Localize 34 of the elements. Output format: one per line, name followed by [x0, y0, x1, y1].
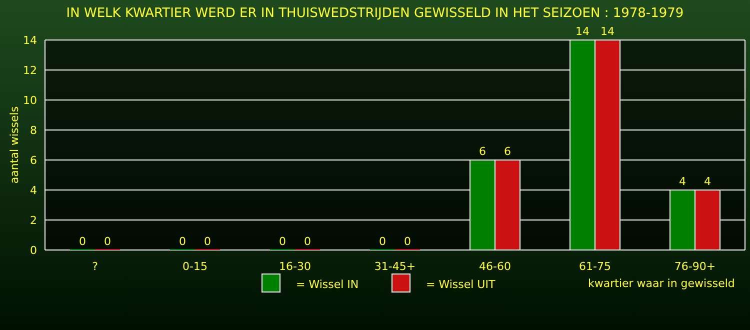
y-tick-label: 14: [23, 34, 37, 47]
data-label: 0: [279, 235, 286, 248]
data-label: 0: [204, 235, 211, 248]
legend-label: = Wissel IN: [296, 278, 359, 291]
data-label: 6: [504, 145, 511, 158]
x-tick-label: 61-75: [579, 260, 611, 273]
data-label: 0: [79, 235, 86, 248]
x-tick-label: ?: [92, 260, 98, 273]
y-tick-label: 6: [30, 154, 37, 167]
x-tick-label: 0-15: [182, 260, 208, 273]
y-axis-title: aantal wissels: [8, 106, 21, 184]
data-label: 0: [104, 235, 111, 248]
x-axis-title: kwartier waar in gewisseld: [588, 277, 735, 290]
y-tick-label: 8: [30, 124, 37, 137]
x-tick-label: 76-90+: [674, 260, 716, 273]
data-label: 4: [704, 175, 711, 188]
data-label: 14: [600, 25, 614, 38]
data-label: 4: [679, 175, 686, 188]
x-tick-label: 16-30: [279, 260, 311, 273]
data-label: 0: [304, 235, 311, 248]
data-label: 6: [479, 145, 486, 158]
data-label: 0: [179, 235, 186, 248]
legend-label: = Wissel UIT: [426, 278, 496, 291]
chart-title: IN WELK KWARTIER WERD ER IN THUISWEDSTRIJDEN GEWISSELD IN HET SEIZOEN : 1978-1979: [66, 6, 684, 21]
y-tick-label: 10: [23, 94, 37, 107]
data-label: 0: [379, 235, 386, 248]
data-label: 0: [404, 235, 411, 248]
x-tick-label: 46-60: [479, 260, 511, 273]
y-tick-label: 2: [30, 214, 37, 227]
x-tick-label: 31-45+: [374, 260, 416, 273]
y-tick-label: 4: [30, 184, 37, 197]
y-tick-label: 12: [23, 64, 37, 77]
data-label: 14: [576, 25, 590, 38]
y-tick-label: 0: [30, 244, 37, 257]
